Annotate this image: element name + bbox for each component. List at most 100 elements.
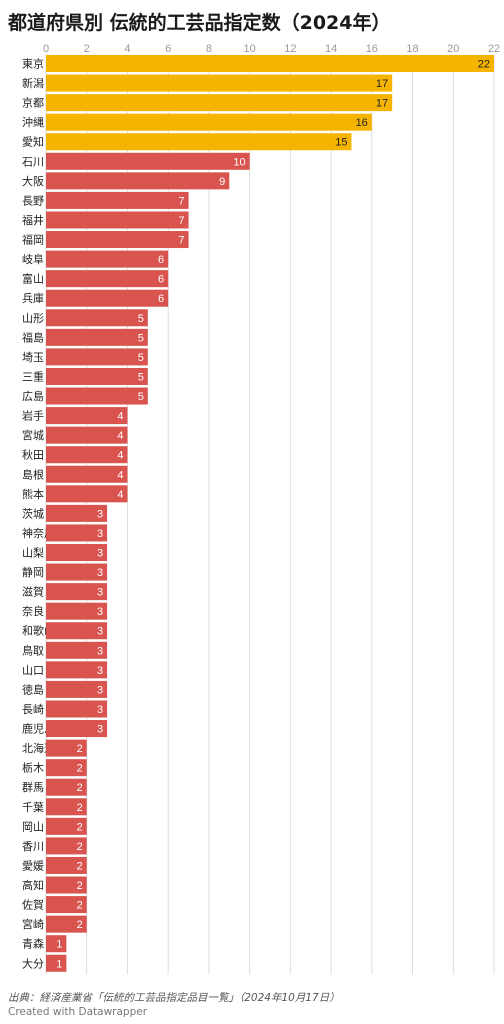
category-label: 岐阜 <box>22 253 44 266</box>
value-label: 6 <box>158 254 164 266</box>
value-label: 2 <box>77 900 83 912</box>
bar <box>46 465 128 483</box>
value-label: 2 <box>77 880 83 892</box>
bar <box>46 817 87 835</box>
value-label: 7 <box>178 195 184 207</box>
bar <box>46 407 128 425</box>
bar <box>46 896 87 914</box>
value-label: 1 <box>56 958 62 970</box>
value-label: 2 <box>77 743 83 755</box>
category-label: 三重 <box>22 369 44 383</box>
category-label: 徳島 <box>22 682 44 696</box>
category-label: 愛媛 <box>22 858 44 872</box>
bar <box>46 622 108 640</box>
category-label: 大分 <box>22 956 44 970</box>
x-tick-label: 16 <box>366 43 378 55</box>
bar <box>46 113 372 131</box>
category-label: 島根 <box>22 467 44 481</box>
category-label: 熊本 <box>22 487 44 501</box>
bar <box>46 778 87 796</box>
bar <box>46 524 108 542</box>
x-tick-label: 6 <box>165 43 171 55</box>
bar <box>46 759 87 777</box>
bar <box>46 837 87 855</box>
bar <box>46 720 108 738</box>
bar <box>46 739 87 757</box>
category-label: 京都 <box>22 96 44 110</box>
bar <box>46 211 189 229</box>
value-label: 3 <box>97 587 103 599</box>
value-label: 6 <box>158 274 164 286</box>
bar <box>46 94 393 112</box>
value-label: 2 <box>77 763 83 775</box>
value-label: 17 <box>376 98 388 110</box>
chart-title: 都道府県別 伝統的工芸品指定数（2024年） <box>8 12 391 34</box>
value-label: 2 <box>77 802 83 814</box>
category-label: 秋田 <box>22 448 44 462</box>
bar <box>46 680 108 698</box>
bar <box>46 270 169 288</box>
value-label: 3 <box>97 665 103 677</box>
category-label: 岩手 <box>22 409 44 423</box>
category-label: 山形 <box>22 312 44 325</box>
value-label: 16 <box>356 117 368 129</box>
category-label: 滋賀 <box>22 586 44 599</box>
x-tick-label: 12 <box>284 43 296 55</box>
bar <box>46 935 67 953</box>
bar <box>46 700 108 718</box>
category-label: 埼玉 <box>22 350 44 364</box>
value-label: 2 <box>77 841 83 853</box>
bar <box>46 544 108 561</box>
value-label: 7 <box>178 215 184 227</box>
value-label: 3 <box>97 645 103 657</box>
category-label: 兵庫 <box>22 291 44 305</box>
category-label: 福井 <box>22 213 44 227</box>
bar <box>46 915 87 933</box>
bar <box>46 348 148 366</box>
value-label: 2 <box>77 919 83 931</box>
category-label: 山梨 <box>22 546 44 560</box>
bar <box>46 954 67 972</box>
category-label: 茨城 <box>22 506 44 520</box>
bar <box>46 602 108 620</box>
value-label: 4 <box>117 489 123 501</box>
value-label: 3 <box>97 528 103 540</box>
bar <box>46 798 87 816</box>
value-label: 3 <box>97 704 103 716</box>
x-tick-label: 0 <box>43 43 49 55</box>
category-label: 愛知 <box>22 135 44 149</box>
value-label: 5 <box>138 391 144 403</box>
bar <box>46 446 128 464</box>
value-label: 3 <box>97 626 103 638</box>
category-label: 鳥取 <box>22 643 44 657</box>
bar <box>46 309 148 327</box>
value-label: 3 <box>97 606 103 618</box>
category-label: 東京 <box>22 57 44 71</box>
value-label: 10 <box>233 156 245 168</box>
category-label: 奈良 <box>22 604 44 618</box>
bar <box>46 74 393 92</box>
category-label: 香川 <box>22 840 44 853</box>
value-label: 4 <box>117 450 123 462</box>
bar <box>46 328 148 346</box>
category-label: 福岡 <box>22 233 44 247</box>
x-tick-label: 2 <box>84 43 90 55</box>
bar <box>46 172 230 190</box>
value-label: 4 <box>117 469 123 481</box>
category-label: 大阪 <box>22 174 44 188</box>
bar <box>46 485 128 503</box>
x-tick-label: 20 <box>447 43 459 55</box>
category-label: 富山 <box>22 272 44 286</box>
bar <box>46 563 108 581</box>
value-label: 17 <box>376 78 388 90</box>
category-label: 宮城 <box>22 428 44 442</box>
category-label: 千葉 <box>22 800 44 814</box>
bar <box>46 152 250 170</box>
x-tick-label: 18 <box>406 43 418 55</box>
value-label: 9 <box>219 176 225 188</box>
value-label: 4 <box>117 430 123 442</box>
value-label: 3 <box>97 684 103 696</box>
category-label: 高知 <box>22 878 44 892</box>
category-label: 広島 <box>22 389 44 403</box>
value-label: 2 <box>77 821 83 833</box>
